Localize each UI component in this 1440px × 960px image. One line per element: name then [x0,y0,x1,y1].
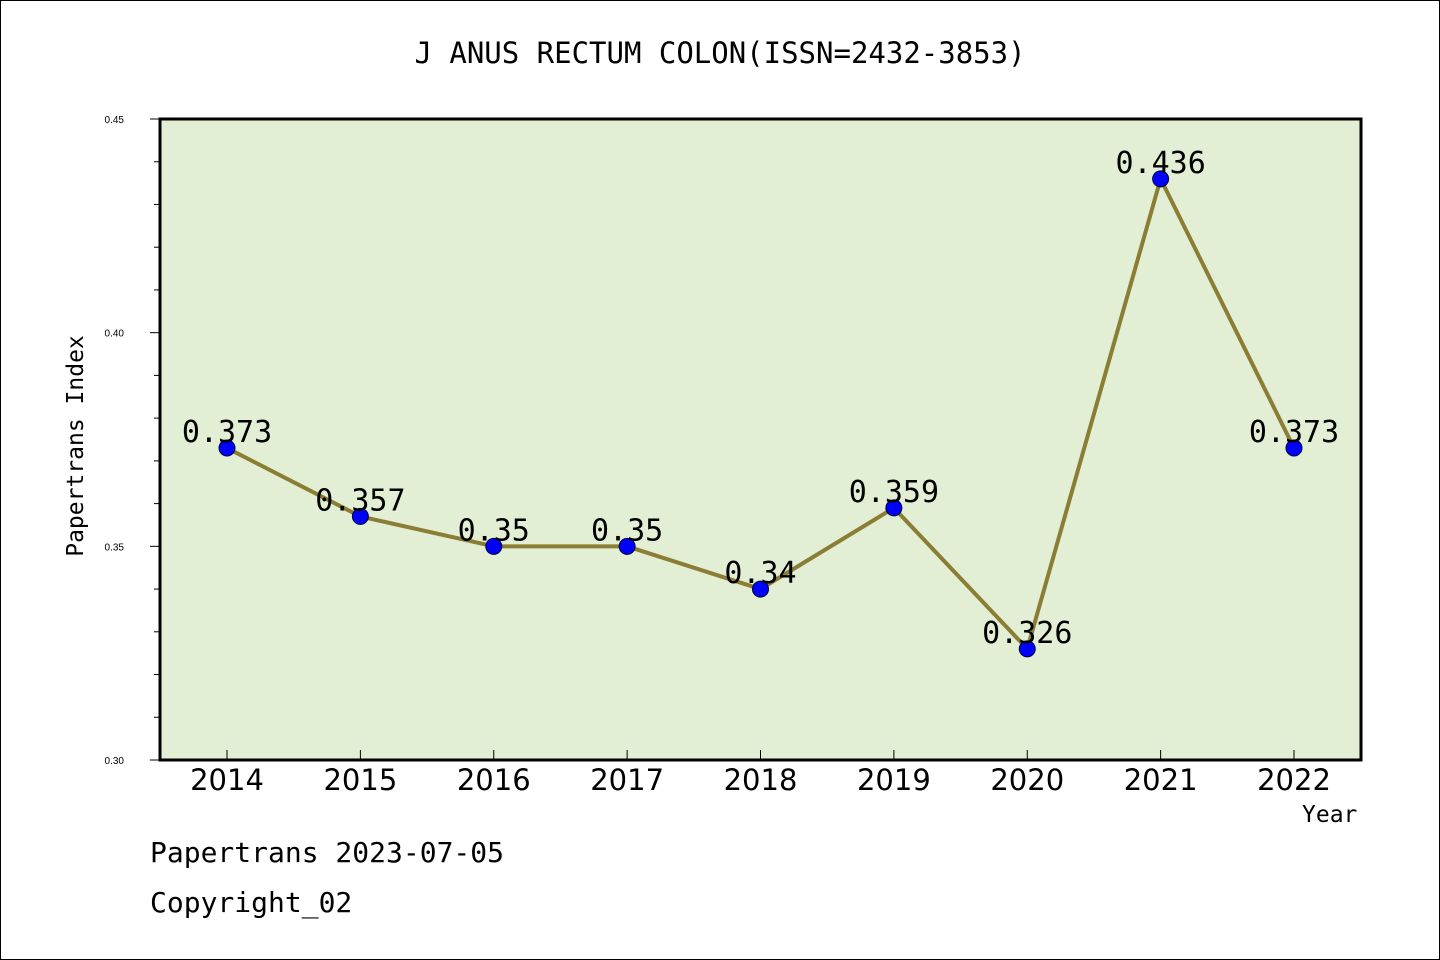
y-tick-label: 0.35 [105,542,125,553]
x-axis-ticks: 2014 2015 2016 2017 2018 2019 2020 2021 2022 [190,750,1331,797]
x-tick-label: 2016 [457,763,531,797]
data-label: 0.35 [591,513,663,548]
x-tick-label: 2018 [724,763,798,797]
data-point [1285,439,1303,457]
data-point [618,537,636,555]
data-point [485,537,503,555]
x-tick-label: 2014 [190,763,264,797]
x-tick-label: 2019 [857,763,931,797]
data-point [1152,170,1170,188]
x-tick-label: 2022 [1257,763,1331,797]
y-tick-label: 0.40 [105,329,125,340]
footer-copyright: Copyright_02 [150,886,353,919]
plot-area [158,117,1363,762]
x-tick-label: 2017 [590,763,664,797]
data-point [885,499,903,517]
y-axis-ticks: 0.30 0.35 0.40 0.45 [105,115,160,767]
data-label: 0.34 [724,556,796,591]
data-label: 0.373 [182,415,272,450]
data-label: 0.359 [849,475,939,510]
data-label: 0.373 [1249,415,1339,450]
data-label: 0.357 [315,483,405,518]
x-tick-label: 2020 [990,763,1064,797]
x-tick-label: 2021 [1124,763,1198,797]
y-axis-label: Papertrans Index [63,335,89,557]
x-axis-label: Year [1302,802,1358,828]
data-point [218,439,236,457]
data-point [752,580,769,598]
x-tick-label: 2015 [323,763,397,797]
data-label: 0.436 [1115,146,1205,181]
data-label: 0.326 [982,616,1072,651]
data-label: 0.35 [458,513,530,548]
y-tick-label: 0.30 [105,756,125,767]
y-tick-label: 0.45 [105,115,125,126]
footer-date: Papertrans 2023-07-05 [150,836,505,869]
chart-title: J ANUS RECTUM COLON(ISSN=2432-3853) [414,36,1026,70]
data-markers [218,170,1303,658]
data-labels: 0.373 0.357 0.35 0.35 0.34 0.359 0.326 0.436 0.3… [182,146,1339,651]
data-point [351,507,369,525]
data-point [1018,640,1036,658]
